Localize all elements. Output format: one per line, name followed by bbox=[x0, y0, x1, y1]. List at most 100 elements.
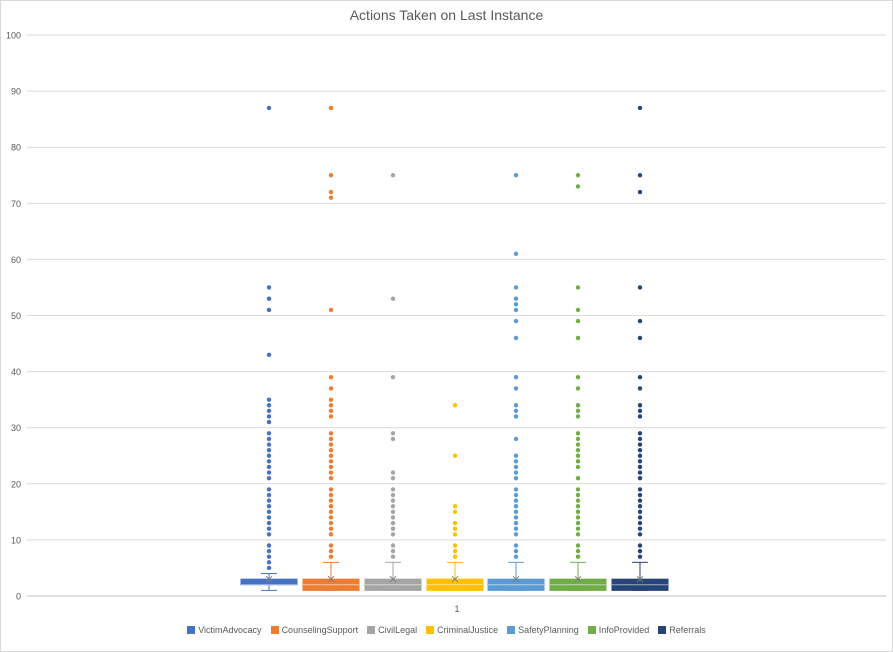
legend-label: VictimAdvocacy bbox=[198, 625, 262, 635]
outlier-point bbox=[575, 431, 581, 436]
y-tick-label: 0 bbox=[16, 592, 21, 602]
outlier-point bbox=[575, 464, 581, 470]
outlier-point bbox=[513, 487, 519, 492]
outlier-point bbox=[513, 436, 519, 442]
y-tick-label: 60 bbox=[11, 255, 21, 265]
outlier-point bbox=[637, 285, 643, 290]
legend-label: CounselingSupport bbox=[281, 625, 359, 635]
outlier-point bbox=[266, 442, 272, 447]
outlier-point bbox=[328, 459, 334, 464]
outlier-point bbox=[575, 515, 581, 520]
outlier-point bbox=[637, 447, 643, 453]
outlier-point bbox=[637, 105, 643, 111]
outlier-point bbox=[328, 532, 334, 537]
legend-item[interactable]: InfoProvided bbox=[587, 625, 649, 635]
outlier-point bbox=[452, 504, 458, 509]
outlier-point bbox=[328, 403, 334, 408]
legend-item[interactable]: Referrals bbox=[658, 625, 706, 635]
outlier-point bbox=[328, 492, 334, 498]
outlier-point bbox=[637, 464, 643, 470]
outlier-point bbox=[513, 543, 519, 548]
outlier-point bbox=[266, 447, 272, 453]
outlier-point bbox=[637, 548, 643, 554]
outlier-point bbox=[390, 498, 396, 503]
outlier-point bbox=[575, 335, 581, 341]
y-tick-label: 100 bbox=[6, 31, 21, 41]
y-tick-label: 20 bbox=[11, 479, 21, 489]
outlier-point bbox=[637, 375, 643, 380]
outlier-point bbox=[266, 487, 272, 492]
outlier-point bbox=[575, 447, 581, 453]
outlier-point bbox=[513, 509, 519, 515]
outlier-point bbox=[575, 554, 581, 559]
outlier-point bbox=[637, 403, 643, 408]
outlier-point bbox=[390, 554, 396, 559]
outlier-point bbox=[390, 548, 396, 554]
outlier-point bbox=[513, 408, 519, 414]
outlier-point bbox=[575, 436, 581, 442]
y-tick-label: 50 bbox=[11, 311, 21, 321]
outlier-point bbox=[637, 436, 643, 442]
legend-item[interactable]: CriminalJustice bbox=[426, 625, 498, 635]
outlier-point bbox=[266, 105, 272, 111]
outlier-point bbox=[266, 543, 272, 548]
outlier-point bbox=[637, 470, 643, 475]
outlier-point bbox=[266, 419, 272, 425]
outlier-point bbox=[575, 548, 581, 554]
outlier-point bbox=[452, 520, 458, 526]
outlier-point bbox=[637, 532, 643, 537]
outlier-point bbox=[266, 498, 272, 503]
outlier-point bbox=[637, 335, 643, 341]
outlier-point bbox=[575, 532, 581, 537]
outlier-point bbox=[452, 509, 458, 515]
outlier-point bbox=[575, 498, 581, 503]
outlier-point bbox=[266, 548, 272, 554]
legend-item[interactable]: SafetyPlanning bbox=[507, 625, 579, 635]
outlier-point bbox=[390, 543, 396, 548]
outlier-point bbox=[328, 453, 334, 458]
outlier-point bbox=[390, 173, 396, 178]
legend-item[interactable]: VictimAdvocacy bbox=[187, 625, 262, 635]
mean-marker bbox=[265, 575, 273, 583]
legend-item[interactable]: CivilLegal bbox=[367, 625, 417, 635]
outlier-point bbox=[637, 414, 643, 419]
legend-swatch bbox=[507, 626, 516, 634]
outlier-point bbox=[266, 565, 272, 571]
outlier-point bbox=[452, 403, 458, 408]
outlier-point bbox=[575, 408, 581, 414]
outlier-point bbox=[513, 532, 519, 537]
outlier-point bbox=[513, 335, 519, 341]
outlier-point bbox=[328, 442, 334, 447]
outlier-point bbox=[266, 352, 272, 357]
outlier-point bbox=[637, 442, 643, 447]
outlier-point bbox=[575, 492, 581, 498]
outlier-point bbox=[575, 487, 581, 492]
outlier-point bbox=[513, 296, 519, 301]
outlier-point bbox=[266, 509, 272, 515]
outlier-point bbox=[452, 532, 458, 537]
outlier-point bbox=[266, 554, 272, 559]
outlier-point bbox=[513, 285, 519, 290]
outlier-point bbox=[637, 318, 643, 324]
outlier-point bbox=[266, 296, 272, 301]
outlier-point bbox=[637, 431, 643, 436]
outlier-point bbox=[637, 173, 643, 178]
outlier-point bbox=[266, 459, 272, 464]
outlier-point bbox=[266, 431, 272, 436]
outlier-point bbox=[328, 386, 334, 391]
outlier-point bbox=[390, 509, 396, 515]
mean-marker bbox=[512, 575, 520, 583]
outlier-point bbox=[637, 475, 643, 481]
outlier-point bbox=[637, 459, 643, 464]
outlier-point bbox=[328, 189, 334, 195]
legend-swatch bbox=[367, 626, 376, 634]
outlier-point bbox=[575, 414, 581, 419]
outlier-point bbox=[513, 504, 519, 509]
legend-swatch bbox=[658, 626, 667, 634]
outlier-point bbox=[390, 475, 396, 481]
legend-label: Referrals bbox=[669, 625, 706, 635]
y-tick-label: 70 bbox=[11, 199, 21, 209]
outlier-point bbox=[452, 554, 458, 559]
outlier-point bbox=[328, 520, 334, 526]
legend-item[interactable]: CounselingSupport bbox=[270, 625, 359, 635]
